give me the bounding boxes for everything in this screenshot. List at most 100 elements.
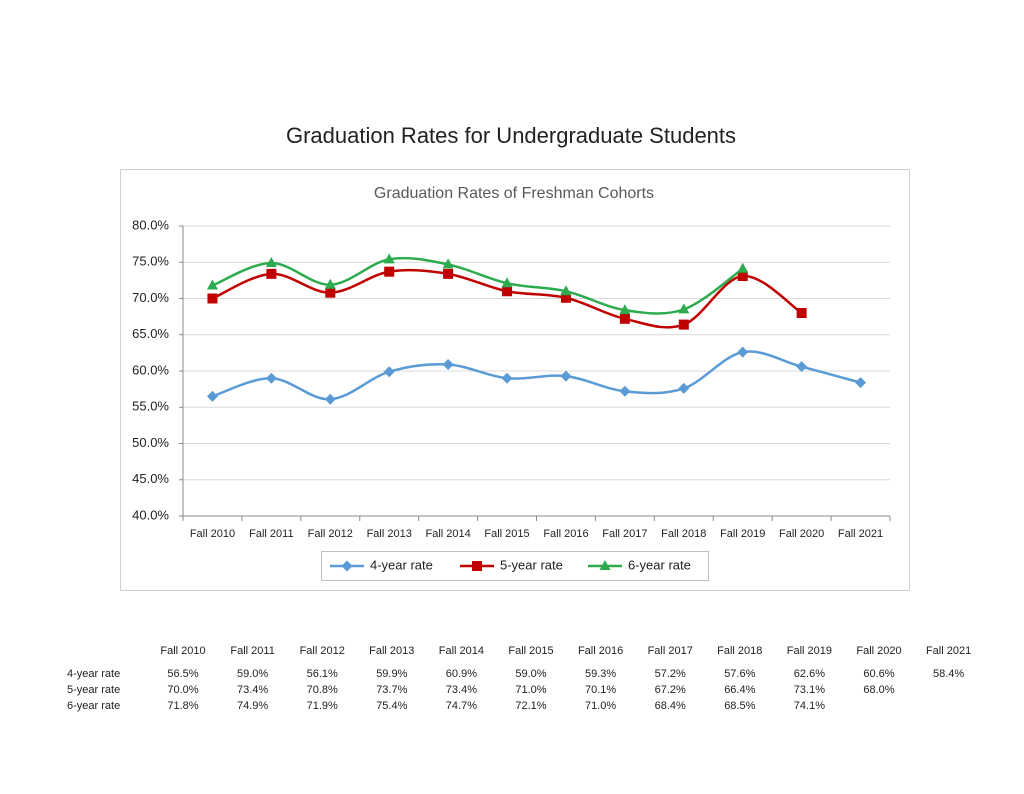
table-cell: 73.4% xyxy=(446,684,477,696)
table-row-label: 4-year rate xyxy=(67,668,120,680)
table-cell: 74.9% xyxy=(237,700,268,712)
x-tick-label: Fall 2011 xyxy=(249,528,293,540)
legend-item: 4-year rate xyxy=(330,557,433,572)
marker xyxy=(442,358,454,370)
table-header: Fall 2019 xyxy=(787,645,832,657)
legend-label: 6-year rate xyxy=(628,557,691,572)
marker xyxy=(325,287,336,298)
table-cell: 68.5% xyxy=(724,700,755,712)
marker xyxy=(207,293,218,304)
y-tick-label: 60.0% xyxy=(132,362,169,377)
marker xyxy=(560,285,572,296)
marker xyxy=(502,286,513,297)
marker xyxy=(501,277,513,288)
table-cell: 74.1% xyxy=(794,700,825,712)
table-cell: 62.6% xyxy=(794,668,825,680)
y-tick-label: 40.0% xyxy=(132,507,169,522)
table-header: Fall 2011 xyxy=(230,645,274,657)
x-tick-label: Fall 2010 xyxy=(190,528,235,540)
marker xyxy=(796,361,808,373)
table-header: Fall 2017 xyxy=(648,645,693,657)
table-header: Fall 2014 xyxy=(439,645,484,657)
table-cell: 67.2% xyxy=(655,684,686,696)
marker xyxy=(560,292,571,303)
marker xyxy=(265,372,277,384)
table-header: Fall 2021 xyxy=(926,645,971,657)
marker xyxy=(206,279,218,290)
table-cell: 71.8% xyxy=(167,700,198,712)
table-row-label: 6-year rate xyxy=(67,700,120,712)
table-header: Fall 2020 xyxy=(856,645,901,657)
y-tick-label: 75.0% xyxy=(132,254,169,269)
table-cell: 73.4% xyxy=(237,684,268,696)
page-title: Graduation Rates for Undergraduate Stude… xyxy=(286,123,736,148)
table-cell: 74.7% xyxy=(446,700,477,712)
marker xyxy=(324,278,336,289)
marker xyxy=(619,385,631,397)
marker xyxy=(384,266,395,277)
marker xyxy=(678,382,690,394)
table-cell: 57.2% xyxy=(655,668,686,680)
marker xyxy=(560,370,572,382)
table-cell: 73.1% xyxy=(794,684,825,696)
marker xyxy=(619,304,631,315)
chart-title: Graduation Rates of Freshman Cohorts xyxy=(374,185,654,202)
table-header: Fall 2018 xyxy=(717,645,762,657)
table-cell: 68.0% xyxy=(863,684,894,696)
legend-item: 5-year rate xyxy=(460,557,563,572)
marker xyxy=(442,258,454,269)
table-header: Fall 2012 xyxy=(300,645,345,657)
table-cell: 60.9% xyxy=(446,668,477,680)
table-row-label: 5-year rate xyxy=(67,684,120,696)
x-tick-label: Fall 2012 xyxy=(308,528,353,540)
chart-frame xyxy=(120,169,910,591)
legend-label: 5-year rate xyxy=(500,557,563,572)
marker xyxy=(383,253,395,264)
table-cell: 70.8% xyxy=(307,684,338,696)
y-tick-label: 50.0% xyxy=(132,435,169,450)
y-tick-label: 65.0% xyxy=(132,326,169,341)
marker xyxy=(472,561,482,571)
y-tick-label: 70.0% xyxy=(132,290,169,305)
marker xyxy=(265,256,277,267)
marker xyxy=(678,303,690,314)
x-tick-label: Fall 2020 xyxy=(779,528,824,540)
marker xyxy=(619,313,630,324)
marker xyxy=(599,560,611,570)
table-cell: 75.4% xyxy=(376,700,407,712)
marker xyxy=(678,319,689,330)
legend-item: 6-year rate xyxy=(588,557,691,572)
table-header: Fall 2010 xyxy=(160,645,205,657)
table-cell: 66.4% xyxy=(724,684,755,696)
table-cell: 58.4% xyxy=(933,668,964,680)
table-header: Fall 2016 xyxy=(578,645,623,657)
legend-label: 4-year rate xyxy=(370,557,433,572)
marker xyxy=(383,366,395,378)
marker xyxy=(266,268,277,279)
x-tick-label: Fall 2018 xyxy=(661,528,706,540)
marker xyxy=(796,308,807,318)
table-cell: 71.0% xyxy=(585,700,616,712)
marker xyxy=(737,271,748,282)
marker xyxy=(737,262,749,273)
marker xyxy=(737,346,749,358)
table-cell: 60.6% xyxy=(863,668,894,680)
table-cell: 59.0% xyxy=(515,668,546,680)
table-cell: 56.5% xyxy=(167,668,198,680)
table-cell: 59.3% xyxy=(585,668,616,680)
x-tick-label: Fall 2015 xyxy=(484,528,529,540)
table-cell: 59.0% xyxy=(237,668,268,680)
marker xyxy=(324,393,336,405)
y-tick-label: 55.0% xyxy=(132,399,169,414)
x-tick-label: Fall 2016 xyxy=(543,528,588,540)
table-cell: 56.1% xyxy=(307,668,338,680)
table-cell: 70.1% xyxy=(585,684,616,696)
x-tick-label: Fall 2019 xyxy=(720,528,765,540)
table-cell: 59.9% xyxy=(376,668,407,680)
legend-frame xyxy=(321,551,709,581)
table-header: Fall 2015 xyxy=(508,645,553,657)
table-cell: 71.0% xyxy=(515,684,546,696)
y-tick-label: 80.0% xyxy=(132,217,169,232)
